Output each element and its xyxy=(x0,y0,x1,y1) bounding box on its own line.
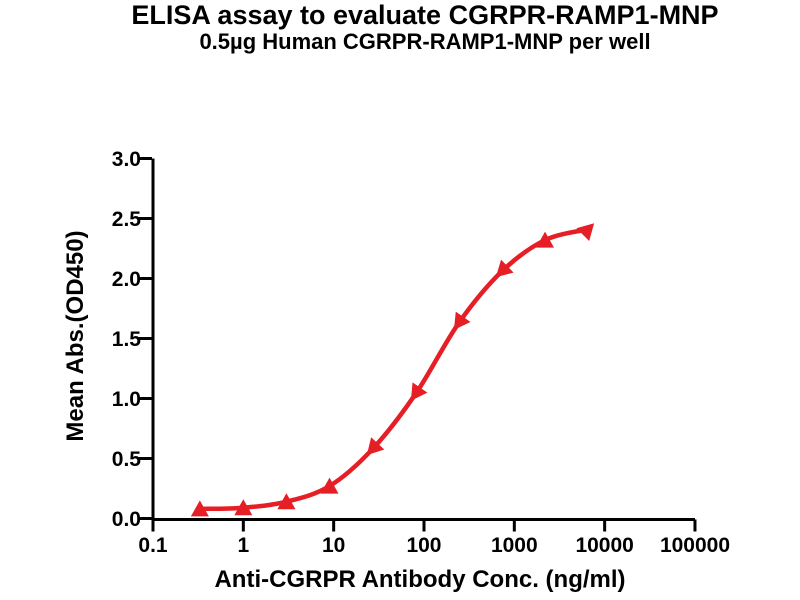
x-tick-label: 1000 xyxy=(491,534,538,557)
y-tick-label: 2.5 xyxy=(112,208,142,231)
data-point-marker xyxy=(576,223,595,241)
x-tick-label: 100000 xyxy=(660,534,730,557)
y-tick-label: 0.0 xyxy=(112,508,141,531)
x-axis-title: Anti-CGRPR Antibody Conc. (ng/ml) xyxy=(214,566,626,593)
x-tick-label: 10000 xyxy=(575,534,633,557)
axis-lines xyxy=(151,158,695,521)
data-point-marker xyxy=(495,259,514,278)
data-point-marker xyxy=(366,437,385,456)
dose-response-curve xyxy=(197,227,591,512)
chart-subtitle: 0.5µg Human CGRPR-RAMP1-MNP per well xyxy=(199,29,651,54)
y-tick-label: 2.0 xyxy=(112,268,141,291)
x-tick-label: 0.1 xyxy=(138,534,168,557)
data-point-marker xyxy=(536,231,555,248)
x-tick-label: 1 xyxy=(237,534,249,557)
x-tick-label: 10 xyxy=(322,534,345,557)
data-point-marker xyxy=(234,499,253,516)
data-point-marker xyxy=(277,493,296,510)
data-point-marker xyxy=(453,311,471,330)
chart-title: ELISA assay to evaluate CGRPR-RAMP1-MNP xyxy=(131,0,719,30)
y-tick-label: 0.5 xyxy=(112,448,142,471)
y-tick-label: 1.5 xyxy=(112,328,142,351)
y-tick-label: 1.0 xyxy=(112,388,141,411)
data-point-marker xyxy=(190,500,209,517)
y-tick-label: 3.0 xyxy=(112,148,141,171)
data-point-marker xyxy=(320,477,339,494)
x-tick-label: 100 xyxy=(406,534,441,557)
data-point-marker xyxy=(410,382,428,401)
